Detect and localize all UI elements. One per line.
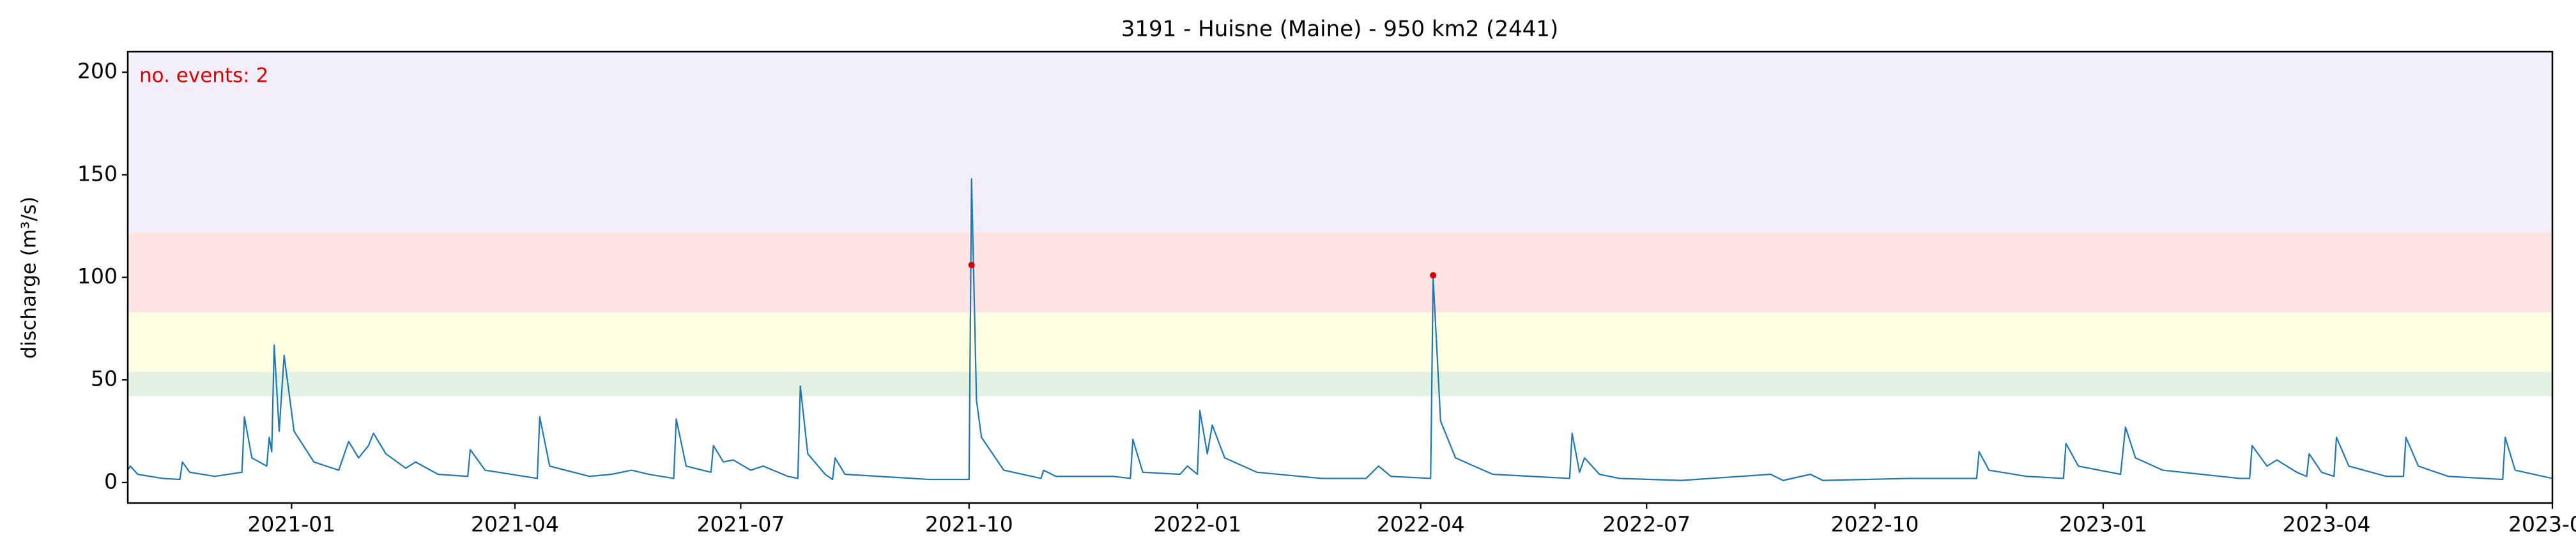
x-tick-label: 2023-04 (2283, 512, 2371, 537)
threshold-band (128, 312, 2552, 372)
plot-area (128, 52, 2552, 481)
x-tick-label: 2023-01 (2059, 512, 2147, 537)
threshold-band (128, 372, 2552, 396)
y-tick-label: 150 (77, 161, 118, 186)
chart-title: 3191 - Huisne (Maine) - 950 km2 (2441) (1121, 17, 1558, 42)
event-marker (968, 262, 975, 269)
event-marker (1430, 272, 1437, 279)
x-tick-label: 2023-07 (2508, 512, 2576, 537)
x-tick-label: 2022-10 (1831, 512, 1919, 537)
event-count: no. events: 2 (139, 64, 268, 87)
y-tick-label: 100 (77, 264, 118, 289)
y-tick-label: 200 (77, 59, 118, 84)
x-tick-label: 2021-10 (925, 512, 1013, 537)
x-tick-label: 2022-04 (1377, 512, 1465, 537)
x-tick-label: 2022-01 (1153, 512, 1241, 537)
y-tick-label: 50 (91, 366, 118, 391)
x-tick-label: 2022-07 (1602, 512, 1690, 537)
threshold-band (128, 52, 2552, 232)
y-axis-label: discharge (m³/s) (18, 197, 41, 359)
discharge-line (128, 178, 2552, 481)
x-tick-label: 2021-04 (471, 512, 559, 537)
threshold-band (128, 232, 2552, 313)
x-tick-label: 2021-01 (247, 512, 335, 537)
y-tick-label: 0 (104, 469, 118, 493)
x-tick-label: 2021-07 (696, 512, 785, 537)
